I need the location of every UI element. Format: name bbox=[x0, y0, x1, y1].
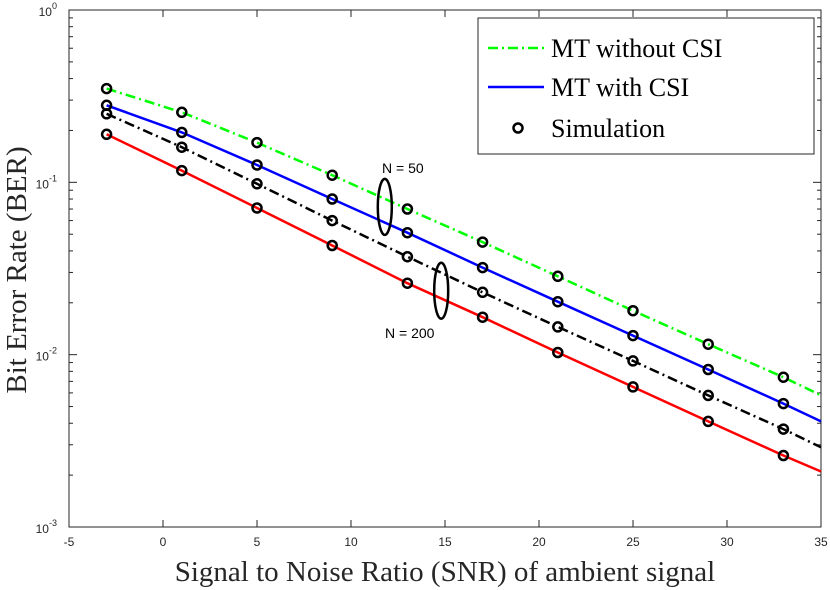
legend-label-with-csi: MT with CSI bbox=[551, 73, 689, 102]
legend-label-simulation: Simulation bbox=[551, 114, 665, 143]
simulation-marker bbox=[401, 250, 414, 263]
simulation-marker bbox=[251, 136, 263, 149]
x-tick-label: 30 bbox=[720, 535, 734, 549]
x-tick-labels: -5 0 5 10 15 20 25 30 35 bbox=[64, 535, 828, 549]
simulation-marker bbox=[476, 311, 489, 323]
simulation-marker bbox=[777, 397, 790, 410]
simulation-marker bbox=[176, 141, 188, 153]
n200-label: N = 200 bbox=[385, 325, 435, 341]
simulation-marker bbox=[777, 449, 790, 462]
simulation-marker bbox=[100, 82, 113, 95]
simulation-marker bbox=[627, 304, 639, 317]
x-tick-label: 20 bbox=[532, 535, 546, 549]
simulation-marker bbox=[401, 203, 414, 215]
simulation-marker bbox=[176, 106, 188, 119]
simulation-marker bbox=[401, 277, 414, 289]
legend-label-without-csi: MT without CSI bbox=[551, 34, 722, 63]
annotations: N = 50 N = 200 bbox=[376, 160, 450, 341]
x-tick-label: 0 bbox=[160, 535, 167, 549]
simulation-marker bbox=[777, 423, 790, 435]
simulation-marker bbox=[326, 214, 338, 227]
simulation-markers bbox=[100, 82, 790, 462]
n50-label: N = 50 bbox=[382, 160, 424, 176]
x-tick-label: 5 bbox=[254, 535, 261, 549]
simulation-marker bbox=[251, 178, 263, 190]
simulation-marker bbox=[476, 286, 489, 299]
simulation-marker bbox=[777, 371, 790, 383]
simulation-marker bbox=[251, 202, 263, 214]
simulation-marker bbox=[326, 169, 338, 181]
simulation-marker bbox=[326, 239, 338, 252]
simulation-marker bbox=[476, 261, 489, 274]
series-line-2 bbox=[106, 104, 822, 423]
series-line-1 bbox=[106, 87, 822, 397]
axis-ticks bbox=[68, 9, 822, 528]
n200-ellipse bbox=[432, 261, 450, 320]
n50-ellipse bbox=[376, 177, 394, 237]
simulation-marker bbox=[100, 108, 113, 120]
x-tick-label: 15 bbox=[438, 535, 452, 549]
simulation-marker bbox=[627, 329, 639, 342]
simulation-marker bbox=[476, 236, 489, 248]
legend-marker-simulation bbox=[512, 122, 524, 134]
x-axis-title: Signal to Noise Ratio (SNR) of ambient s… bbox=[175, 556, 715, 588]
simulation-marker bbox=[627, 381, 639, 393]
x-tick-label: 35 bbox=[814, 535, 828, 549]
simulation-marker bbox=[627, 355, 639, 367]
x-tick-label: 25 bbox=[626, 535, 640, 549]
simulation-marker bbox=[552, 295, 564, 308]
series-line-4 bbox=[106, 133, 822, 473]
simulation-marker bbox=[100, 128, 113, 141]
simulation-marker bbox=[702, 363, 714, 376]
simulation-marker bbox=[702, 415, 714, 428]
simulation-marker bbox=[552, 321, 564, 333]
x-tick-label: 10 bbox=[344, 535, 358, 549]
legend: MT without CSI MT with CSI Simulation bbox=[477, 17, 815, 155]
simulation-marker bbox=[401, 226, 414, 239]
simulation-marker bbox=[176, 126, 188, 139]
simulation-marker bbox=[702, 338, 714, 350]
simulation-marker bbox=[326, 193, 338, 205]
simulation-marker bbox=[702, 389, 714, 402]
series-lines bbox=[106, 87, 822, 473]
simulation-marker bbox=[251, 159, 263, 171]
y-axis-title: Bit Error Rate (BER) bbox=[1, 146, 33, 393]
simulation-marker bbox=[552, 346, 564, 359]
x-tick-label: -5 bbox=[64, 535, 75, 549]
simulation-marker bbox=[552, 270, 564, 283]
simulation-marker bbox=[176, 164, 188, 177]
